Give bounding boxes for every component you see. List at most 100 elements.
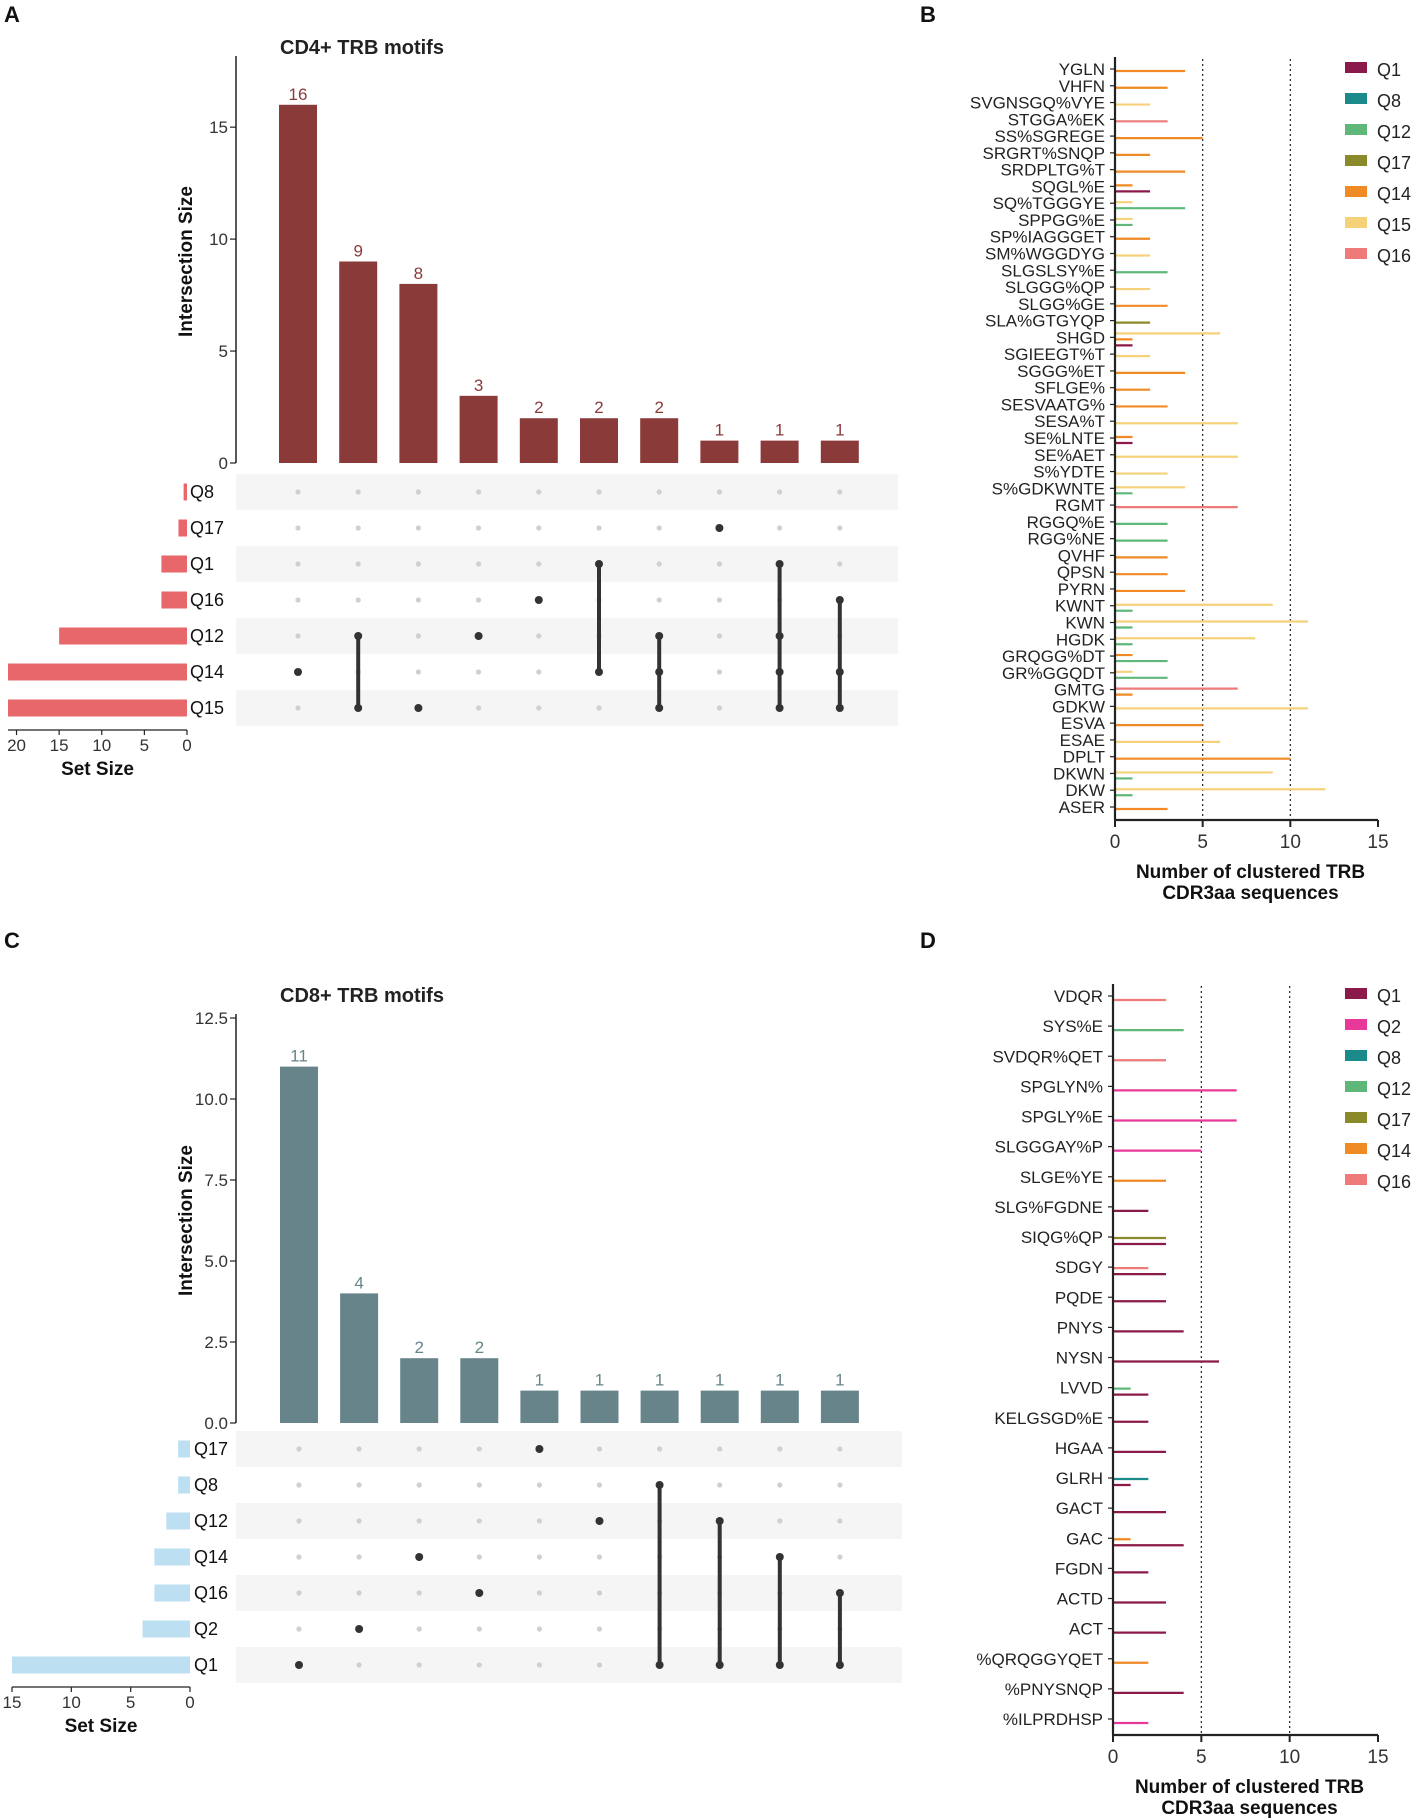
matrix-dot-filled <box>475 1589 484 1597</box>
set-size-tick-label: 20 <box>7 736 26 755</box>
intersection-bar-label: 2 <box>414 1338 423 1357</box>
matrix-dot-empty <box>596 705 602 711</box>
legend-label: Q17 <box>1377 1110 1411 1130</box>
intersection-bar-label: 1 <box>775 1371 784 1390</box>
matrix-dot-empty <box>296 1446 302 1452</box>
set-size-tick-label: 15 <box>3 1693 22 1712</box>
matrix-dot-empty <box>356 1482 362 1488</box>
category-label: GLRH <box>1056 1469 1103 1488</box>
chart-title: CD4+ TRB motifs <box>280 37 444 59</box>
set-label: Q8 <box>190 482 214 502</box>
legend-swatch <box>1345 186 1367 197</box>
set-label: Q2 <box>194 1619 218 1639</box>
matrix-dot-filled <box>655 1661 664 1669</box>
category-label: SRGRT%SNQP <box>983 144 1106 163</box>
matrix-dot-empty <box>596 1446 603 1452</box>
matrix-dot-empty <box>536 705 542 711</box>
matrix-dot-empty <box>415 489 421 495</box>
matrix-dot-empty <box>295 633 301 639</box>
category-label: RGMT <box>1055 496 1105 515</box>
set-label: Q1 <box>194 1655 218 1675</box>
matrix-dot-empty <box>656 597 662 603</box>
intersection-bar-label: 1 <box>775 421 784 440</box>
legend-swatch <box>1345 988 1367 999</box>
matrix-dot-filled <box>535 1445 544 1453</box>
y-tick-label: 0.0 <box>204 1414 228 1433</box>
category-label: GRQGG%DT <box>1002 647 1105 666</box>
bar-chart-cd4-motifs: YGLNVHFNSVGNSGQ%VYESTGGA%EKSS%SGREGESRGR… <box>970 57 1411 904</box>
category-label: PQDE <box>1055 1288 1103 1307</box>
matrix-row-band <box>236 1431 902 1467</box>
intersection-bar-label: 2 <box>594 398 603 417</box>
set-label: Q17 <box>190 518 224 538</box>
intersection-bar-label: 1 <box>595 1371 604 1390</box>
x-axis-label-line2: CDR3aa sequences <box>1162 883 1338 904</box>
matrix-dot-filled <box>414 704 423 712</box>
set-label: Q12 <box>194 1511 228 1531</box>
legend-swatch <box>1345 248 1367 259</box>
matrix-dot-empty <box>416 1590 422 1596</box>
matrix-dot-empty <box>415 561 421 567</box>
set-size-label: Set Size <box>65 1716 138 1737</box>
legend-swatch <box>1345 217 1367 228</box>
y-tick-label: 12.5 <box>195 1009 228 1028</box>
y-tick-label: 5.0 <box>204 1252 228 1271</box>
matrix-dot-filled <box>354 632 363 640</box>
intersection-bar-label: 1 <box>655 1371 664 1390</box>
category-label: PYRN <box>1058 580 1105 599</box>
category-label: RGGQ%E <box>1027 513 1105 532</box>
intersection-bar-label: 1 <box>535 1371 544 1390</box>
category-label: NYSN <box>1056 1349 1103 1368</box>
intersection-bar <box>640 418 679 463</box>
category-label: GACT <box>1056 1499 1103 1518</box>
matrix-dot-empty <box>536 1662 543 1668</box>
category-label: SRDPLTG%T <box>1000 161 1105 180</box>
legend-label: Q16 <box>1377 246 1411 266</box>
matrix-dot-filled <box>835 596 844 604</box>
matrix-dot-empty <box>536 1518 543 1524</box>
category-label: SESVAATG% <box>1001 395 1105 414</box>
y-tick-label: 10 <box>209 230 228 249</box>
category-label: SLA%GTGYQP <box>985 312 1105 331</box>
matrix-dot-empty <box>476 597 482 603</box>
matrix-dot-empty <box>777 525 783 531</box>
matrix-dot-empty <box>416 1662 422 1668</box>
matrix-dot-empty <box>476 525 482 531</box>
intersection-bar <box>820 1390 859 1423</box>
intersection-bar-label: 2 <box>534 398 543 417</box>
category-label: KWN <box>1065 614 1105 633</box>
legend-swatch <box>1345 1081 1367 1092</box>
legend-label: Q16 <box>1377 1172 1411 1192</box>
legend-label: Q8 <box>1377 91 1401 111</box>
legend-swatch <box>1345 62 1367 73</box>
matrix-dot-empty <box>355 597 361 603</box>
matrix-dot-filled <box>295 1661 303 1669</box>
category-label: GMTG <box>1054 681 1105 700</box>
y-tick-label: 15 <box>209 118 228 137</box>
intersection-bar <box>279 104 317 464</box>
matrix-dot-empty <box>596 489 602 495</box>
x-tick-label: 10 <box>1279 1747 1300 1768</box>
intersection-bar <box>459 395 498 463</box>
matrix-dot-filled <box>415 1553 424 1561</box>
matrix-dot-empty <box>476 1446 482 1452</box>
category-label: SPGLYN% <box>1020 1077 1103 1096</box>
matrix-dot-empty <box>296 1482 302 1488</box>
matrix-dot-empty <box>415 597 421 603</box>
matrix-dot-empty <box>536 1626 543 1632</box>
matrix-dot-empty <box>355 489 361 495</box>
matrix-dot-filled <box>835 668 844 676</box>
matrix-dot-empty <box>777 1518 783 1524</box>
matrix-dot-empty <box>476 669 482 675</box>
x-axis-label-line1: Number of clustered TRB <box>1136 862 1365 883</box>
matrix-dot-empty <box>536 633 542 639</box>
matrix-dot-empty <box>716 597 723 603</box>
matrix-dot-empty <box>415 669 421 675</box>
set-size-tick-label: 10 <box>62 1693 81 1712</box>
matrix-dot-empty <box>536 1590 543 1596</box>
set-size-bar <box>161 555 187 573</box>
set-size-bar <box>154 1548 190 1566</box>
matrix-dot-empty <box>356 1590 362 1596</box>
category-label: GAC <box>1066 1529 1103 1548</box>
set-size-bar <box>59 627 188 645</box>
